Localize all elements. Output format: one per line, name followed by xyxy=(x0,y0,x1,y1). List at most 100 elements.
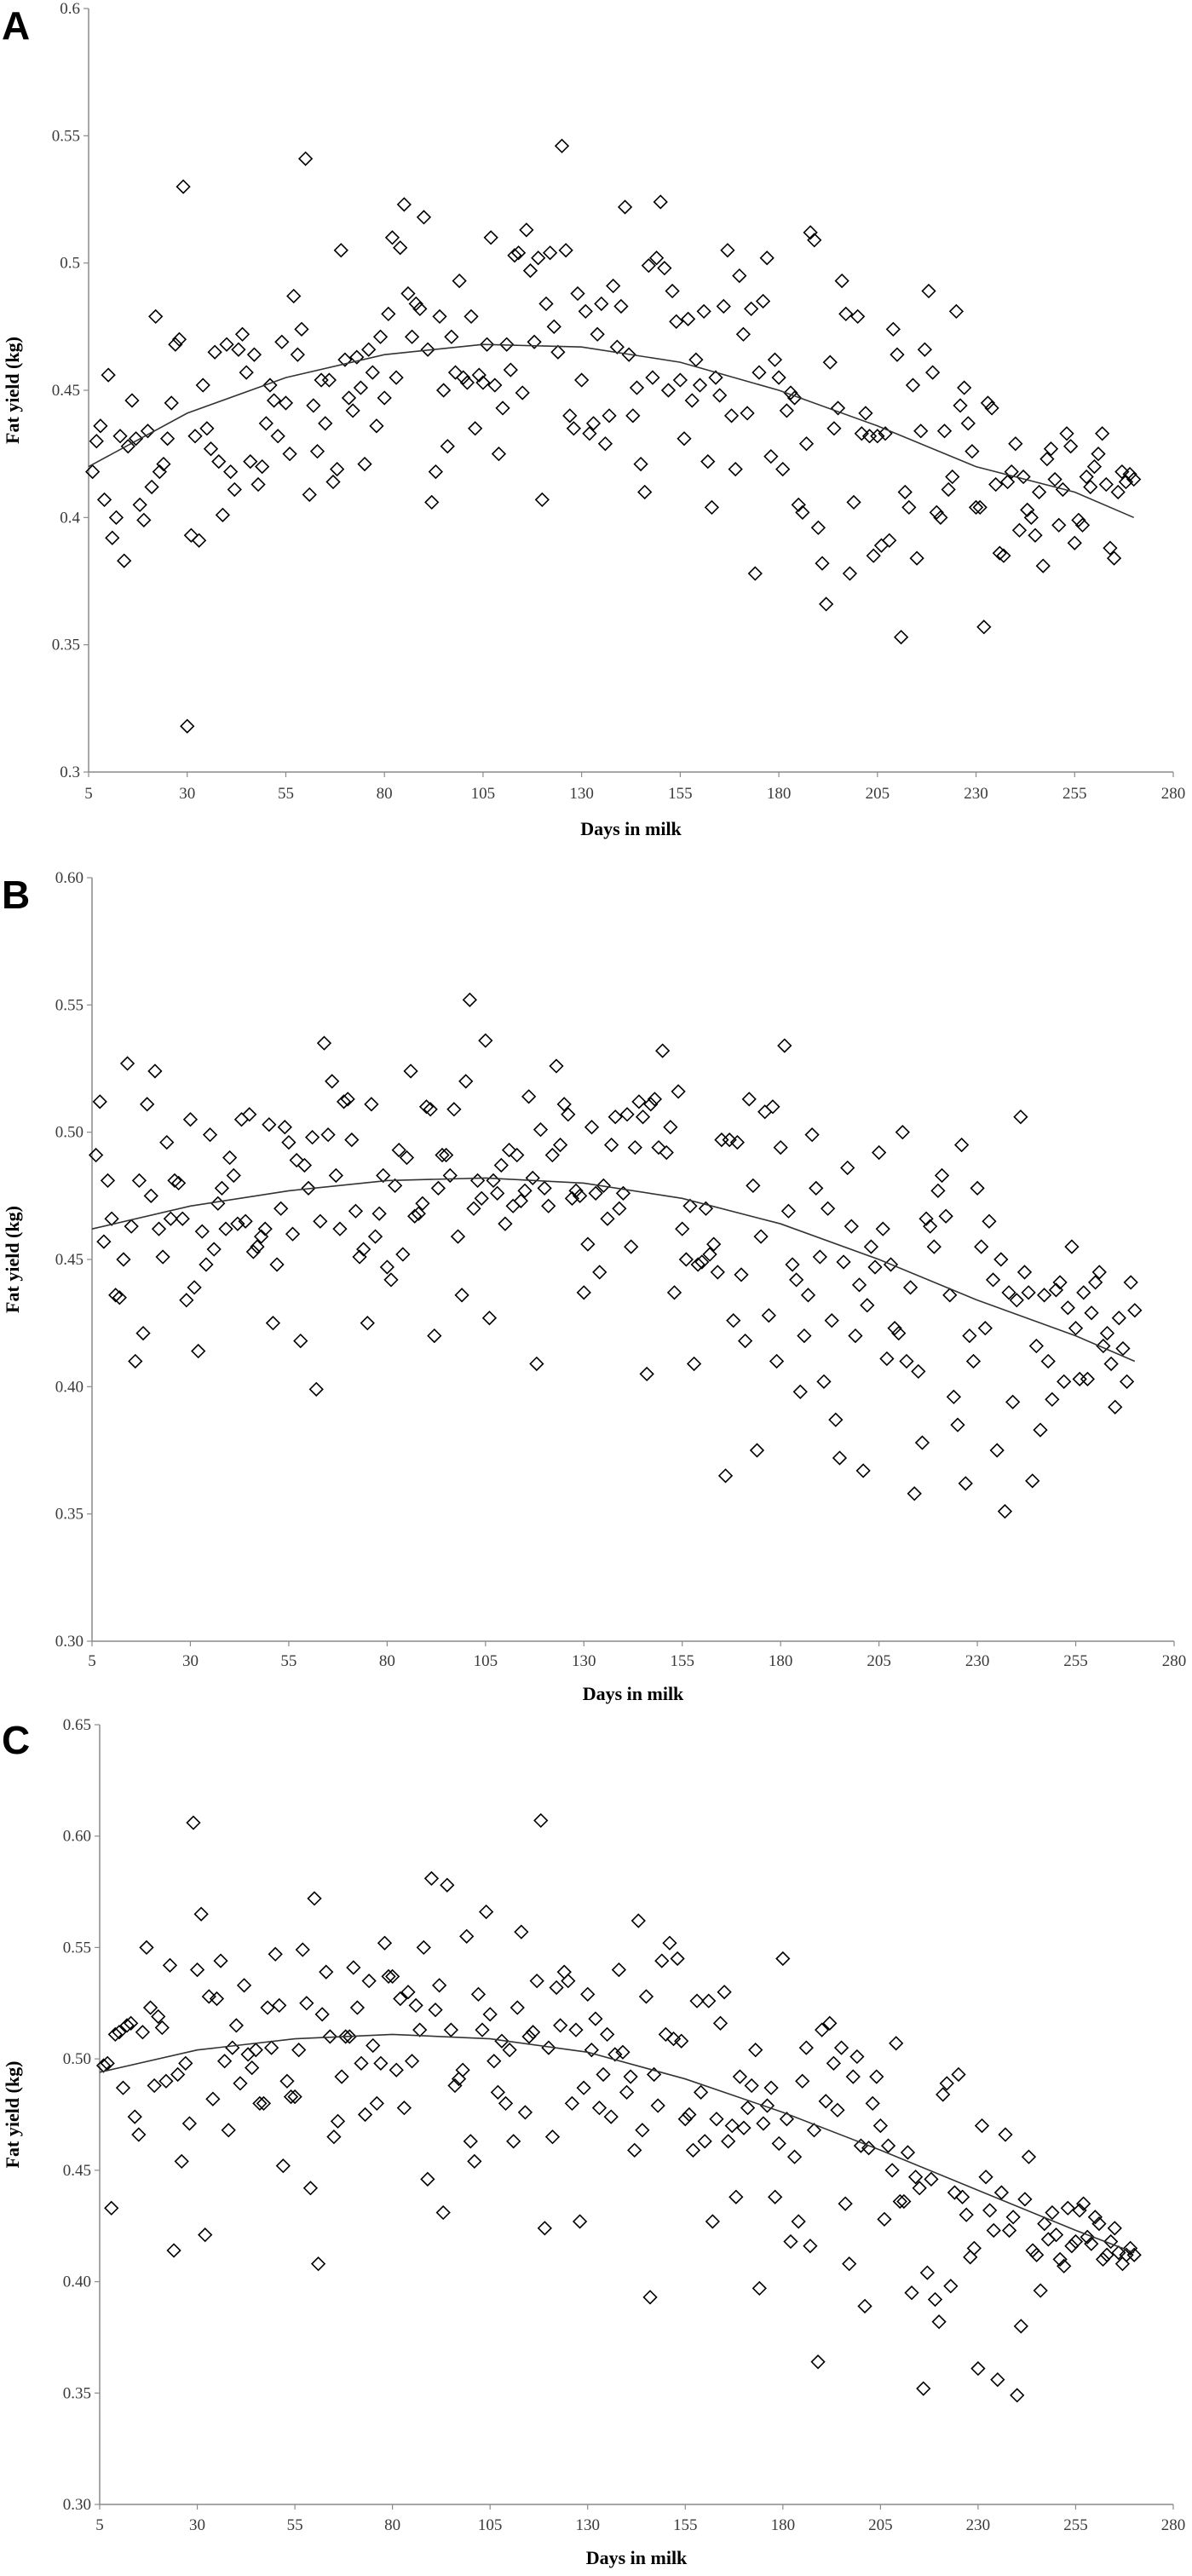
panel-b-data-point xyxy=(1060,1300,1075,1316)
panel-a-data-point xyxy=(195,377,210,393)
panel-c-data-point xyxy=(1052,2251,1068,2268)
panel-b-data-point xyxy=(383,1272,399,1288)
panel-a-data-point xyxy=(976,620,992,635)
panel-b-data-point xyxy=(761,1308,776,1323)
panel-c-data-point xyxy=(889,2036,904,2051)
panel-b-data-point xyxy=(274,1201,289,1216)
panel-a-data-point xyxy=(297,151,314,166)
panel-c-data-point xyxy=(721,2134,736,2149)
panel-c-data-point xyxy=(233,2076,248,2091)
panel-a-data-point xyxy=(507,248,522,263)
panel-b-data-point xyxy=(970,1180,985,1196)
panel-a-data-point xyxy=(625,408,641,424)
panel-a-data-point xyxy=(648,251,665,266)
panel-b-data-point xyxy=(179,1293,194,1308)
panel-c-y-tick-label: 0.65 xyxy=(63,1716,91,1734)
panel-b-data-point xyxy=(230,1216,245,1231)
panel-a-data-point xyxy=(219,337,234,352)
panel-b-data-point xyxy=(663,1120,678,1135)
panel-a-data-point xyxy=(723,408,740,424)
panel-b-data-point xyxy=(942,1288,958,1303)
panel-c-data-point xyxy=(459,1928,475,1944)
panel-a-data-point xyxy=(159,431,176,447)
panel-c-data-point xyxy=(865,2095,880,2112)
panel-b-data-point xyxy=(210,1196,226,1211)
panel-a-data-point xyxy=(1074,517,1091,533)
panel-a-data-point xyxy=(542,245,558,261)
panel-a-data-point xyxy=(834,273,849,289)
panel-c-data-point xyxy=(404,2054,420,2069)
panel-c-data-point xyxy=(112,2025,127,2040)
panel-b-data-point xyxy=(741,1092,757,1107)
panel-a-data-point xyxy=(499,337,515,352)
panel-a-data-point xyxy=(933,510,948,525)
panel-a-data-point xyxy=(759,251,775,266)
panel-b-data-point xyxy=(887,1321,902,1336)
panel-b-data-point xyxy=(104,1211,119,1226)
panel-b-data-point xyxy=(686,1356,702,1372)
panel-b-data-point xyxy=(848,1328,863,1344)
panel-a-data-point xyxy=(424,494,440,510)
panel-c-data-point xyxy=(880,2138,896,2153)
panel-a-data-point xyxy=(708,370,723,385)
panel-c-data-point xyxy=(275,2158,291,2174)
panel-b-data-point xyxy=(982,1213,997,1229)
panel-c-data-point xyxy=(1037,2216,1052,2232)
panel-a-data-point xyxy=(318,416,333,431)
panel-c-data-point xyxy=(283,2089,299,2105)
panel-c-data-point xyxy=(151,2008,166,2025)
panel-b-data-point xyxy=(953,1137,970,1153)
panel-b-data-point xyxy=(989,1443,1005,1458)
panel-c-data-point xyxy=(1126,2247,1142,2262)
panel-b-data-point xyxy=(170,1175,187,1191)
panel-b-data-point xyxy=(277,1120,292,1135)
panel-b-data-point xyxy=(167,1173,182,1189)
panel-a-data-point xyxy=(428,464,443,480)
panel-b-y-tick-label: 0.60 xyxy=(55,869,83,887)
panel-a-data-point xyxy=(660,383,677,398)
panel-b-x-tick-label: 130 xyxy=(572,1652,596,1670)
panel-c-data-point xyxy=(533,1812,549,1829)
panel-a-data-point xyxy=(1083,479,1098,495)
panel-a-data-point xyxy=(783,385,798,401)
panel-b-data-point xyxy=(1033,1422,1048,1438)
panel-b-data-point xyxy=(706,1236,722,1252)
panel-c-y-axis-title: Fat yield (kg) xyxy=(2,2061,23,2169)
panel-b-data-point xyxy=(316,1035,332,1051)
panel-a-data-point xyxy=(96,492,112,508)
panel-a-data-point xyxy=(854,426,869,441)
panel-a-data-point xyxy=(1114,464,1130,480)
panel-a-data-point xyxy=(519,222,534,238)
panel-b-data-point xyxy=(411,1206,426,1221)
panel-a-data-point xyxy=(775,461,791,477)
panel-a-data-point xyxy=(510,245,527,261)
panel-a-data-point xyxy=(692,377,708,393)
panel-b-data-point xyxy=(797,1328,812,1344)
panel-a-data-point xyxy=(1004,464,1019,480)
panel-b-data-point xyxy=(573,1188,588,1203)
panel-c-data-point xyxy=(1111,2245,1126,2261)
panel-c-data-point xyxy=(354,2055,369,2072)
panel-a-data-point xyxy=(306,398,321,413)
panel-a-y-tick-label: 0.6 xyxy=(60,0,80,18)
panel-b-data-point xyxy=(651,1139,666,1155)
panel-b-data-point xyxy=(1076,1285,1091,1300)
panel-a-data-point xyxy=(870,429,885,444)
panel-c-data-point xyxy=(608,2047,623,2062)
panel-a-data-point xyxy=(890,347,905,362)
panel-b-data-point xyxy=(977,1321,993,1336)
panel-b-data-point xyxy=(608,1109,623,1125)
panel-b-data-point xyxy=(214,1180,230,1196)
panel-c-y-tick-label: 0.60 xyxy=(63,1828,91,1846)
panel-c-data-point xyxy=(287,2089,302,2105)
panel-c-data-point xyxy=(838,2196,853,2211)
panel-c-data-point xyxy=(1060,2200,1075,2216)
panel-a-x-tick-label: 280 xyxy=(1161,785,1186,803)
panel-a-data-point xyxy=(924,365,941,380)
panel-a-data-point xyxy=(412,301,428,317)
panel-c-data-point xyxy=(1068,2233,1084,2250)
panel-b-data-point xyxy=(501,1142,517,1158)
panel-c-data-point xyxy=(209,1991,225,2007)
panel-a-data-point xyxy=(645,370,660,385)
panel-c-data-point xyxy=(517,2105,533,2120)
